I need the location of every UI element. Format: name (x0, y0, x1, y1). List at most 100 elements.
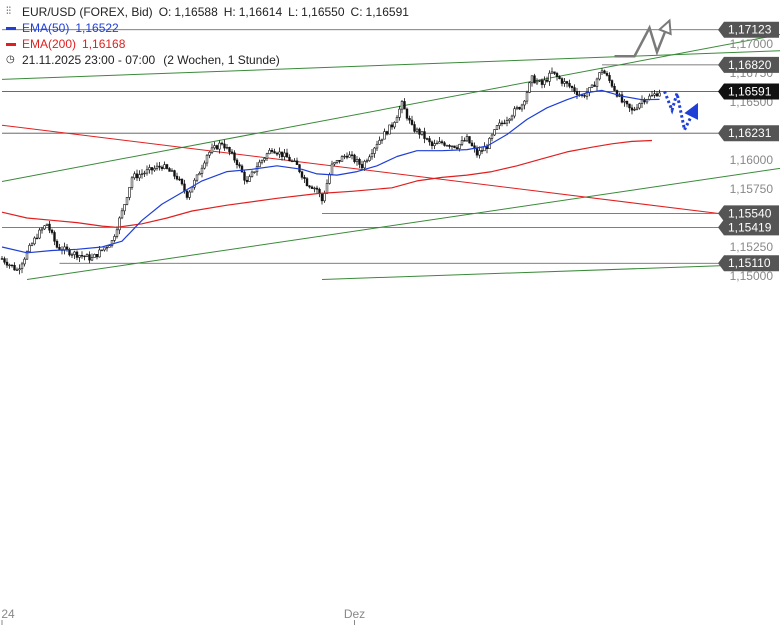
candle-body (295, 160, 299, 165)
candle (78, 254, 81, 262)
candle (640, 95, 644, 109)
candle-body (510, 115, 514, 120)
candle-body (335, 159, 339, 163)
candle (125, 197, 129, 206)
candle-body (438, 141, 441, 144)
candle-body (448, 145, 451, 147)
candle (555, 71, 559, 81)
candle (320, 192, 324, 205)
candle (635, 103, 639, 111)
candle-body (218, 142, 221, 150)
candlesticks (0, 67, 661, 275)
candle (505, 116, 509, 127)
level-price-label: 1,15540 (718, 205, 779, 222)
candle-body (8, 264, 11, 267)
candle (448, 144, 451, 149)
candle-body (233, 152, 236, 161)
candle (383, 128, 386, 140)
candle-body (523, 100, 526, 106)
candle (370, 148, 374, 160)
candle (360, 160, 364, 171)
level-price-label: 1,15419 (718, 219, 779, 236)
candle (523, 100, 526, 110)
candle (568, 79, 571, 89)
candle-body (495, 125, 499, 130)
candle (480, 146, 484, 155)
candle (270, 148, 274, 154)
candle (423, 127, 426, 144)
level-price-labels: 1,17123 1,16820 1,16591 1,16231 1,155401,154… (718, 21, 779, 272)
candle-body (415, 128, 419, 132)
candle (313, 186, 316, 193)
candle-body (313, 187, 316, 190)
candle (440, 139, 444, 145)
candle (625, 100, 629, 108)
candle-body (355, 159, 359, 163)
candle-body (58, 247, 61, 250)
candle-body (278, 151, 281, 155)
candle (335, 159, 339, 165)
candle (538, 79, 541, 83)
candle (213, 141, 216, 150)
trendline (321, 265, 728, 280)
candle (385, 130, 389, 136)
candle-body (205, 154, 209, 164)
candle-body (330, 163, 334, 175)
candle-body (530, 75, 534, 84)
candle (225, 144, 229, 150)
candle-body (140, 173, 144, 175)
legend-symbol-row: ⫶⫶ EUR/USD (FOREX, Bid) O: 1,16588 H: 1,… (6, 4, 409, 20)
candle-body (153, 168, 156, 171)
candle-body (603, 70, 606, 74)
candle-body (583, 95, 586, 97)
candle (503, 119, 506, 125)
candle (200, 164, 204, 178)
candle-body (593, 84, 596, 87)
candle-body (638, 103, 641, 109)
candle-body (108, 245, 111, 248)
candle-body (613, 85, 616, 91)
candle (393, 121, 396, 130)
candle-body (328, 174, 331, 184)
candle (565, 80, 569, 88)
candle (630, 104, 634, 115)
y-tick-label: 1,15750 (730, 182, 774, 196)
candle-body (248, 176, 251, 182)
candle-body (215, 145, 219, 150)
candle (620, 91, 624, 104)
candle-body (90, 257, 94, 261)
candle-body (133, 173, 136, 179)
candle-body (88, 254, 91, 261)
candle (323, 190, 326, 203)
candle (58, 243, 61, 251)
candle-body (595, 78, 599, 87)
ohlc-close-value: 1,16591 (365, 5, 409, 19)
candle (418, 127, 421, 139)
candle-body (288, 156, 291, 162)
candle (48, 220, 51, 234)
candle (93, 253, 96, 258)
candle-body (633, 109, 636, 111)
candle-body (10, 264, 14, 267)
candle (610, 79, 614, 89)
candle (65, 243, 69, 252)
candle-body (345, 155, 349, 158)
candle-body (340, 156, 344, 162)
candle-body (590, 84, 594, 88)
candle-body (435, 142, 439, 145)
candle (470, 139, 474, 147)
candle-body (475, 148, 479, 156)
candle (290, 159, 294, 163)
candle-body (563, 81, 566, 84)
trendline (1, 50, 780, 80)
candle-body (115, 229, 119, 237)
candle-body (538, 80, 541, 82)
candle-body (425, 138, 429, 140)
candle-body (403, 101, 406, 110)
candle-body (315, 187, 319, 190)
candle-body (268, 149, 271, 155)
candle (350, 151, 354, 160)
ohlc-high-label: H: (223, 5, 236, 19)
candle-body (195, 174, 199, 181)
